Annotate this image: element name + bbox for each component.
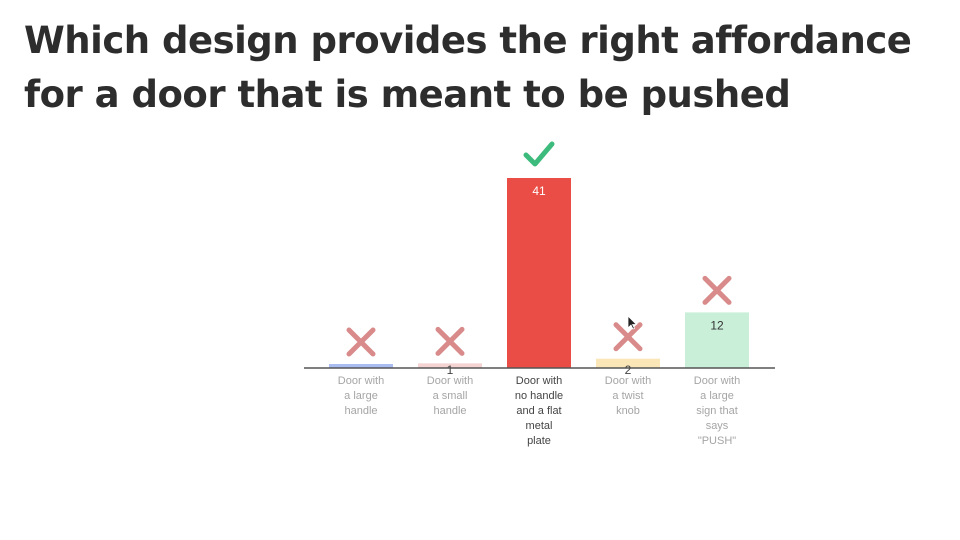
cross-icon (435, 326, 465, 356)
data-label-3: 41 (532, 184, 546, 198)
category-label-1: Door with a large handle (338, 375, 384, 417)
cross-icon (346, 327, 376, 357)
cross-icon (613, 322, 643, 352)
mouse-pointer-icon (628, 316, 638, 330)
bar-5 (685, 312, 749, 368)
answer-marks-layer (346, 141, 732, 357)
category-label-5: Door with a large sign that says "PUSH" (694, 375, 740, 447)
bar-4 (596, 358, 660, 368)
cross-icon (702, 275, 732, 305)
bar-3 (507, 178, 571, 368)
data-label-2: 1 (447, 363, 454, 377)
checkmark-icon (523, 141, 555, 167)
bar-2 (418, 363, 482, 368)
slide-title: Which design provides the right affordan… (24, 19, 912, 116)
bars-layer (329, 178, 749, 368)
category-label-4: Door with a twist knob (605, 375, 651, 417)
data-label-5: 12 (710, 318, 724, 332)
category-label-3: Door with no handle and a flat metal plate (515, 375, 563, 447)
bar-1 (329, 364, 393, 368)
category-label-2: Door with a small handle (427, 375, 473, 417)
data-label-4: 2 (625, 363, 632, 377)
